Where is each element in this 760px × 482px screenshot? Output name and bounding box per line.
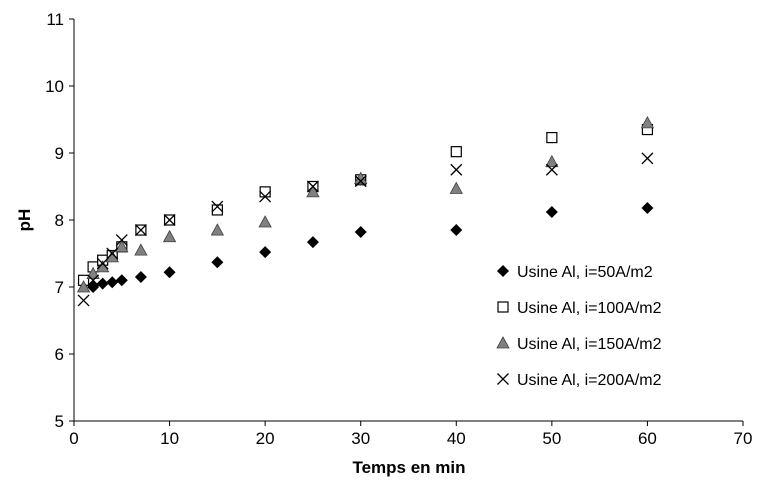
series-4-point [87, 274, 100, 287]
x-tick-label: 30 [351, 429, 370, 448]
series-3-point [134, 243, 148, 256]
series-4-point [163, 214, 176, 226]
series-2-point [211, 204, 223, 216]
series-1-point [450, 224, 463, 237]
series-3-point [545, 154, 559, 168]
series-1-point [163, 266, 176, 279]
legend-label-3: Usine Al, i=150A/m2 [517, 336, 662, 353]
x-tick-label: 20 [256, 429, 275, 448]
y-tick-label: 9 [55, 144, 64, 163]
series-1-point [211, 256, 224, 269]
y-tick-label: 6 [55, 345, 64, 364]
series-3-point [162, 229, 177, 243]
series-4-point [545, 163, 558, 176]
series-2-point [259, 186, 271, 198]
y-tick-label: 7 [55, 278, 64, 297]
legend-label-4: Usine Al, i=200A/m2 [517, 372, 662, 389]
legend-label-1: Usine Al, i=50A/m2 [517, 264, 653, 281]
series-3-point [210, 223, 225, 236]
series-2-point [450, 146, 462, 158]
legend-marker-4 [497, 373, 509, 385]
legend-marker-1 [497, 265, 509, 277]
legend-label-2: Usine Al, i=100A/m2 [517, 300, 662, 317]
series-3-point [449, 181, 463, 194]
series-4-point [354, 175, 367, 188]
y-tick-label: 10 [45, 77, 64, 96]
axes: 5 6 7 8 9 10 11 0 10 20 30 40 50 60 70 [45, 10, 752, 448]
y-tick-label: 5 [55, 412, 64, 431]
series-3-point [115, 239, 129, 253]
series-4-point [77, 294, 90, 307]
x-tick-label: 70 [734, 429, 753, 448]
x-tick-label: 0 [69, 429, 78, 448]
series-3-point [86, 266, 100, 280]
series-1-point [545, 205, 558, 218]
series-1-point [306, 236, 319, 249]
series-4-point [106, 247, 119, 260]
legend-marker-3 [496, 336, 510, 349]
y-tick-label: 8 [55, 211, 64, 230]
series-1-point [134, 270, 147, 283]
series-1-point [115, 274, 128, 287]
series-1-point [641, 201, 654, 214]
legend: Usine Al, i=50A/m2 Usine Al, i=100A/m2 Usi… [496, 264, 662, 389]
series-4-point [641, 152, 654, 165]
series-3-point [76, 280, 91, 293]
y-tick-label: 11 [46, 10, 64, 29]
y-axis-title: pH [15, 209, 34, 232]
series-1-point [354, 226, 367, 239]
series-4-point [450, 163, 463, 176]
series-4-point [306, 180, 319, 193]
series-4-point [134, 224, 147, 237]
series-4-point [115, 234, 128, 247]
x-tick-label: 60 [638, 429, 657, 448]
x-tick-label: 40 [447, 429, 466, 448]
data-marks [76, 116, 655, 307]
legend-marker-2 [497, 301, 509, 313]
x-tick-label: 50 [542, 429, 561, 448]
series-1-point [96, 277, 109, 290]
series-3-point [258, 215, 272, 228]
x-axis-title: Temps en min [352, 458, 465, 477]
series-4-point [259, 190, 272, 203]
series-4-point [96, 257, 109, 270]
series-1-point [259, 246, 272, 259]
series-3-point [640, 116, 655, 129]
x-tick-label: 10 [160, 429, 179, 448]
series-3-point [306, 185, 320, 198]
series-4-point [211, 200, 224, 213]
series-1-point [106, 276, 119, 289]
series-2-point [546, 131, 558, 144]
